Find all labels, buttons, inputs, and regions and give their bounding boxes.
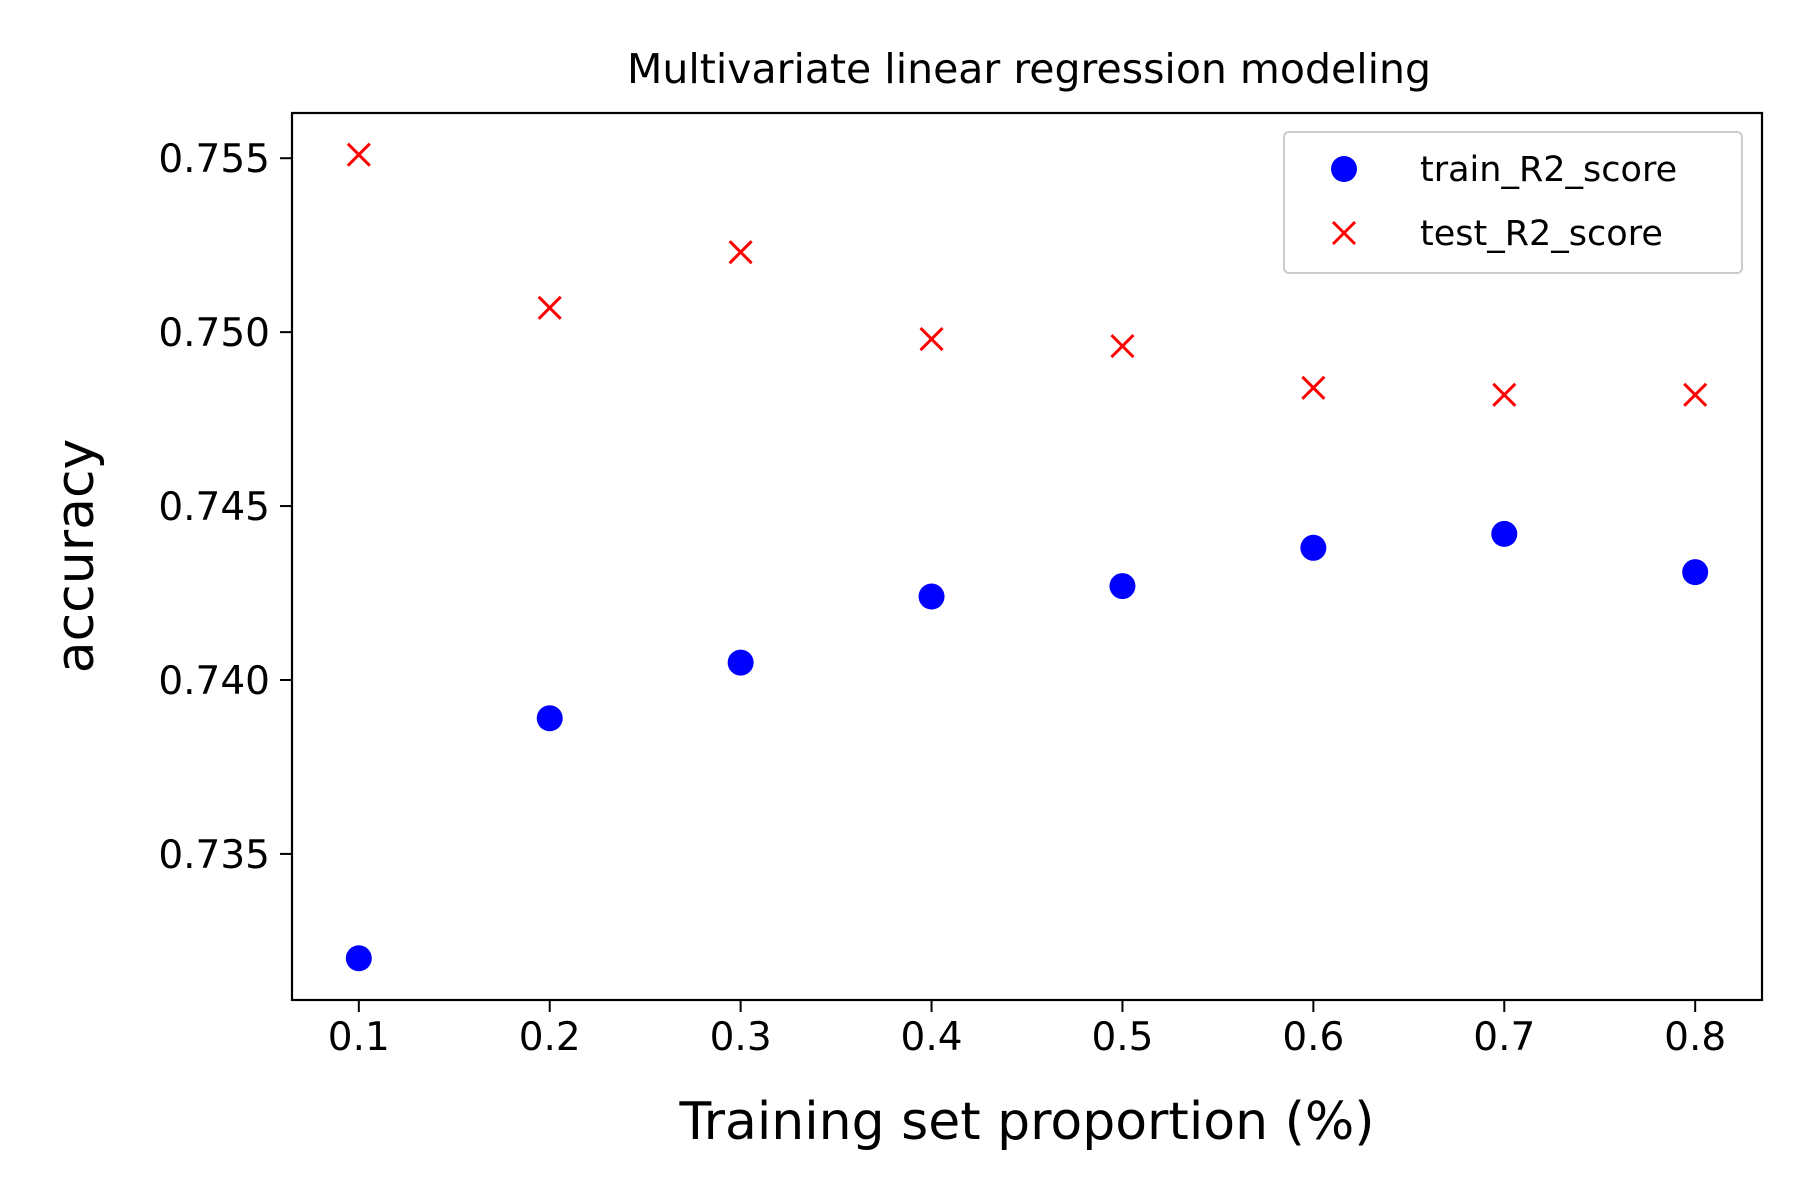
- data-markers: [345, 142, 1709, 972]
- train-point: [345, 945, 372, 972]
- x-tick-label: 0.6: [1282, 1015, 1344, 1060]
- train-point: [1682, 559, 1709, 586]
- y-axis-title: accuracy: [46, 439, 106, 674]
- x-axis-title: Training set proportion (%): [678, 1092, 1374, 1152]
- train-point: [1300, 534, 1327, 561]
- test-point: [919, 327, 944, 352]
- train-point: [1491, 520, 1518, 547]
- x-tick-label: 0.3: [710, 1015, 772, 1060]
- test-point: [537, 295, 562, 320]
- legend-marker-train_R2_score: [1331, 156, 1357, 182]
- y-tick-label: 0.750: [158, 311, 270, 356]
- x-tick-label: 0.1: [328, 1015, 390, 1060]
- legend: train_R2_score test_R2_score: [1283, 131, 1743, 274]
- legend-marker-test_R2_score: [1331, 220, 1357, 246]
- train-point: [536, 705, 563, 732]
- train-point: [1109, 573, 1136, 600]
- test-point: [728, 240, 753, 265]
- test-point: [1492, 382, 1517, 407]
- test-point: [1683, 382, 1708, 407]
- series-train_R2_score: [345, 520, 1709, 972]
- legend-box: [1283, 131, 1743, 274]
- y-tick-label: 0.745: [158, 485, 270, 530]
- legend-label: test_R2_score: [1420, 214, 1663, 254]
- train-point: [727, 649, 754, 676]
- x-tick-label: 0.2: [519, 1015, 581, 1060]
- test-point: [1110, 333, 1135, 359]
- y-tick-label: 0.740: [158, 659, 270, 704]
- y-axis: 0.735 0.740 0.745 0.750 0.755: [158, 137, 292, 878]
- x-tick-label: 0.5: [1091, 1015, 1153, 1060]
- x-tick-label: 0.8: [1664, 1015, 1726, 1060]
- legend-label: train_R2_score: [1420, 150, 1677, 190]
- y-tick-label: 0.735: [158, 833, 270, 878]
- plot-area: [290, 111, 1764, 1002]
- x-tick-label: 0.7: [1473, 1015, 1535, 1060]
- chart-title: Multivariate linear regression modeling: [627, 45, 1431, 93]
- train-point: [918, 583, 945, 610]
- x-axis: 0.1 0.2 0.3 0.4 0.5 0.6 0.7 0.8: [328, 1000, 1726, 1060]
- y-tick-label: 0.755: [158, 137, 270, 182]
- test-point: [346, 142, 371, 167]
- test-point: [1301, 375, 1326, 400]
- series-test_R2_score: [346, 142, 1708, 407]
- x-tick-label: 0.4: [901, 1015, 963, 1060]
